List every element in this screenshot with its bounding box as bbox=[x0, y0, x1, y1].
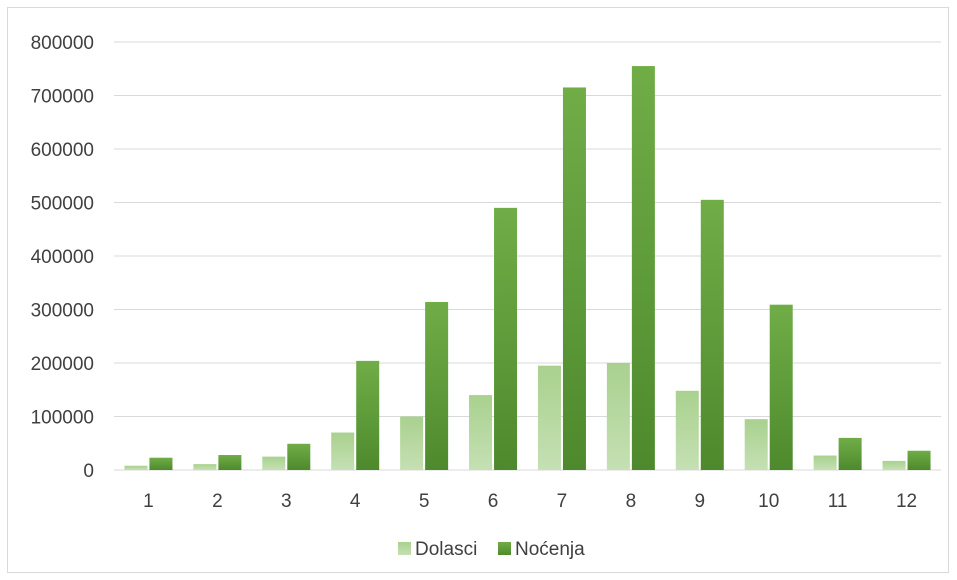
bar-dolasci-10 bbox=[744, 419, 768, 470]
bar-nocenja-9 bbox=[700, 199, 724, 470]
y-tick-label: 100000 bbox=[31, 408, 94, 429]
x-tick-label: 2 bbox=[212, 491, 223, 512]
bar-nocenja-3 bbox=[287, 443, 311, 470]
x-tick-label: 12 bbox=[896, 491, 917, 512]
x-tick-label: 6 bbox=[488, 491, 499, 512]
legend-swatch bbox=[498, 542, 511, 555]
y-tick-label: 700000 bbox=[31, 87, 94, 108]
legend: Dolasci Noćenja bbox=[398, 539, 585, 560]
bar-nocenja-4 bbox=[356, 360, 380, 470]
x-tick-label: 3 bbox=[281, 491, 292, 512]
x-tick-label: 10 bbox=[758, 491, 779, 512]
bar-dolasci-1 bbox=[124, 465, 148, 470]
bar-nocenja-10 bbox=[769, 304, 793, 470]
x-tick-label: 5 bbox=[419, 491, 430, 512]
x-tick-label: 8 bbox=[626, 491, 637, 512]
bar-nocenja-6 bbox=[494, 207, 518, 470]
bar-dolasci-8 bbox=[606, 363, 630, 470]
y-tick-label: 0 bbox=[83, 461, 94, 482]
gridlines bbox=[114, 41, 941, 471]
y-axis: 0 100000 200000 300000 400000 500000 600000 700… bbox=[31, 33, 94, 482]
bar-dolasci-7 bbox=[537, 365, 561, 470]
bar-nocenja-11 bbox=[838, 437, 862, 470]
bar-dolasci-2 bbox=[193, 464, 217, 470]
bar-dolasci-9 bbox=[675, 390, 699, 470]
y-tick-label: 800000 bbox=[31, 33, 94, 54]
x-tick-label: 9 bbox=[695, 491, 706, 512]
bar-nocenja-1 bbox=[149, 457, 173, 470]
x-tick-label: 11 bbox=[828, 491, 848, 512]
bar-nocenja-7 bbox=[562, 87, 586, 470]
x-axis: 1 2 3 4 5 6 7 8 9 10 11 12 bbox=[143, 491, 917, 512]
bar-dolasci-3 bbox=[262, 456, 286, 470]
bar-dolasci-5 bbox=[400, 416, 424, 470]
y-tick-label: 400000 bbox=[31, 247, 94, 268]
bar-nocenja-5 bbox=[425, 302, 449, 470]
legend-label: Dolasci bbox=[415, 539, 477, 560]
x-tick-label: 1 bbox=[143, 491, 154, 512]
bar-dolasci-6 bbox=[469, 395, 493, 470]
bar-dolasci-12 bbox=[882, 460, 906, 470]
bar-nocenja-2 bbox=[218, 455, 242, 470]
y-tick-label: 600000 bbox=[31, 140, 94, 161]
bar-dolasci-4 bbox=[331, 432, 355, 470]
bar-dolasci-11 bbox=[813, 455, 837, 470]
bars bbox=[124, 66, 931, 470]
x-tick-label: 7 bbox=[557, 491, 568, 512]
legend-swatch bbox=[398, 542, 411, 555]
x-tick-label: 4 bbox=[350, 491, 361, 512]
bar-nocenja-12 bbox=[907, 450, 931, 470]
chart-frame bbox=[7, 7, 949, 573]
y-tick-label: 500000 bbox=[31, 194, 94, 215]
y-tick-label: 300000 bbox=[31, 301, 94, 322]
legend-label: Noćenja bbox=[515, 539, 585, 560]
bar-nocenja-8 bbox=[631, 66, 655, 470]
y-tick-label: 200000 bbox=[31, 354, 94, 375]
